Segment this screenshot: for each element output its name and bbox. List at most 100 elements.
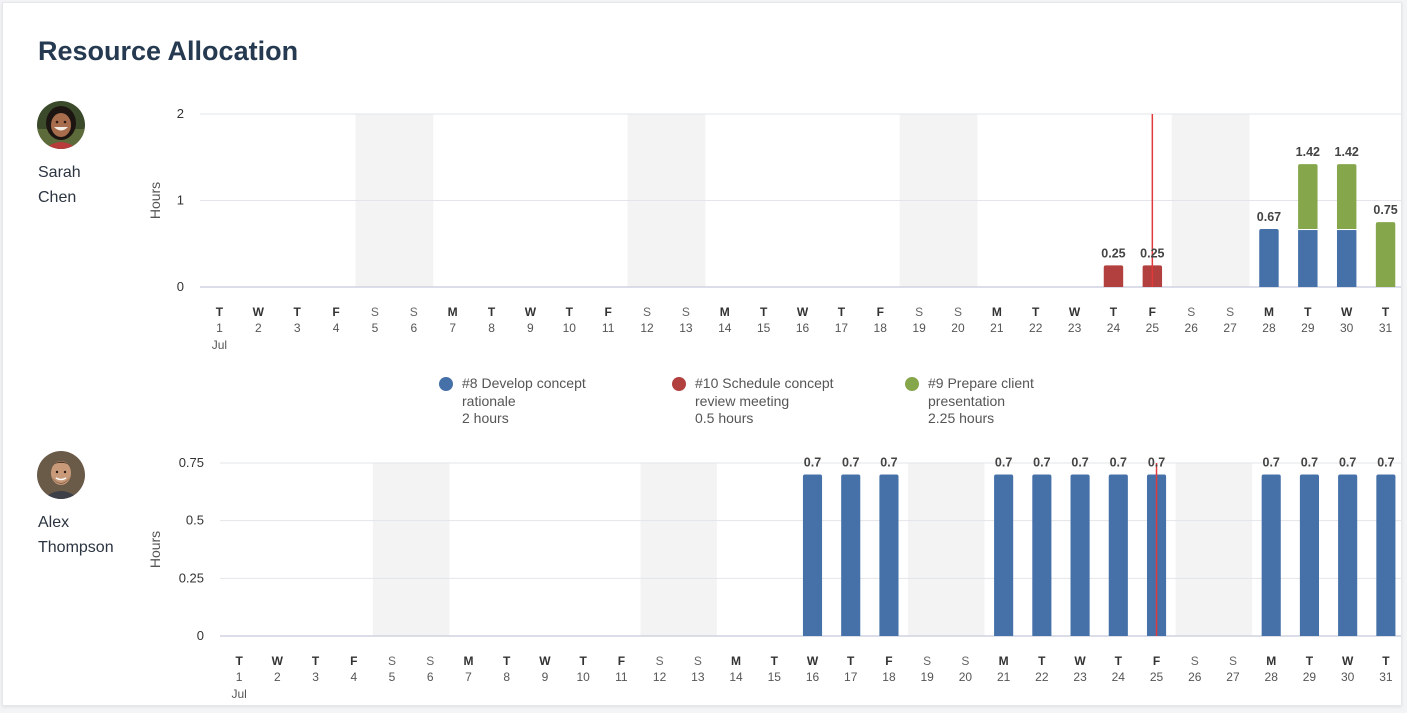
bar-total-label: 0.7 — [1301, 456, 1318, 470]
x-tick-day: 5 — [372, 321, 379, 335]
x-tick-day: 14 — [729, 670, 743, 684]
x-tick-day: 30 — [1340, 321, 1354, 335]
bar-total-label: 0.67 — [1257, 210, 1281, 224]
x-tick-weekday: S — [388, 654, 396, 668]
x-tick-weekday: M — [1264, 305, 1274, 319]
legend-swatch-green — [905, 377, 919, 391]
x-tick-weekday: W — [272, 654, 284, 668]
y-tick-label: 0 — [197, 628, 204, 643]
weekend-band — [908, 463, 985, 636]
weekend-band — [1175, 463, 1253, 636]
bar-total-label: 0.25 — [1101, 246, 1125, 260]
x-tick-weekday: W — [797, 305, 809, 319]
x-tick-weekday: T — [312, 654, 320, 668]
bar-total-label: 1.42 — [1335, 145, 1359, 159]
x-tick-day: 8 — [503, 670, 510, 684]
x-tick-weekday: T — [488, 305, 496, 319]
avatar-sarah-chen[interactable] — [37, 101, 85, 149]
bar-segment — [841, 474, 861, 636]
bar-total-label: 0.25 — [1140, 246, 1164, 260]
x-tick-weekday: W — [525, 305, 537, 319]
x-tick-day: 23 — [1073, 670, 1087, 684]
x-tick-weekday: T — [503, 654, 511, 668]
x-tick-day: 17 — [844, 670, 858, 684]
chart-alex-thompson: 0 0.25 0.5 0.75 Hours T 1 Jul W 2 T 3 F 4 S 5 S 6 M 7 T 8 W 9 T 1… — [147, 455, 1401, 701]
bar-segment — [994, 474, 1014, 636]
bar-total-label: 0.7 — [995, 456, 1012, 470]
x-tick-weekday: S — [426, 654, 434, 668]
x-tick-weekday: W — [1074, 654, 1086, 668]
legend-swatch-blue — [439, 377, 453, 391]
legend-hours: 2.25 hours — [928, 410, 995, 426]
x-tick-day: 15 — [768, 670, 782, 684]
x-tick-day: 6 — [427, 670, 434, 684]
bar-total-label: 0.75 — [1373, 203, 1397, 217]
bar-segment — [1336, 230, 1357, 287]
x-tick-day: 27 — [1223, 321, 1237, 335]
legend-label-line1: #8 Develop concept — [462, 375, 586, 391]
bar-total-label: 0.7 — [1377, 456, 1394, 470]
x-tick-weekday: F — [618, 654, 625, 668]
x-tick-weekday: S — [915, 305, 923, 319]
x-tick-weekday: M — [1266, 654, 1276, 668]
x-tick-day: 16 — [806, 670, 820, 684]
bar-segment — [802, 474, 823, 636]
avatar-woman-icon — [37, 101, 85, 149]
x-tick-day: 24 — [1112, 670, 1126, 684]
x-tick-day: 18 — [874, 321, 888, 335]
x-tick-day: 13 — [679, 321, 693, 335]
person-last-name: Thompson — [38, 539, 114, 556]
bar-segment — [1299, 474, 1319, 636]
x-tick-day: 21 — [990, 321, 1004, 335]
x-tick-weekday: T — [579, 654, 587, 668]
x-tick-day: 31 — [1379, 321, 1393, 335]
weekend-band — [640, 463, 717, 636]
person-name-alex-thompson[interactable]: Alex Thompson — [38, 510, 114, 560]
x-tick-weekday: W — [253, 305, 265, 319]
x-tick-weekday: F — [877, 305, 884, 319]
x-tick-day: 20 — [959, 670, 973, 684]
x-tick-day: 8 — [488, 321, 495, 335]
legend-hours: 0.5 hours — [695, 410, 754, 426]
bar-segment — [1336, 164, 1357, 230]
x-tick-day: 19 — [912, 321, 926, 335]
x-tick-weekday: S — [371, 305, 379, 319]
x-tick-weekday: T — [294, 305, 302, 319]
x-tick-day: 31 — [1379, 670, 1393, 684]
bar-total-label: 0.7 — [842, 456, 859, 470]
x-tick-day: 16 — [796, 321, 810, 335]
x-tick-weekday: T — [1038, 654, 1046, 668]
x-tick-weekday: T — [1382, 305, 1390, 319]
x-tick-day: 1 — [216, 321, 223, 335]
x-tick-day: 24 — [1107, 321, 1121, 335]
legend-swatch-red — [672, 377, 686, 391]
y-tick-label: 2 — [177, 106, 184, 121]
bar-total-label: 1.42 — [1296, 145, 1320, 159]
x-tick-weekday: F — [885, 654, 892, 668]
x-tick-weekday: T — [1306, 654, 1314, 668]
x-tick-day: 25 — [1146, 321, 1160, 335]
weekend-band — [372, 463, 450, 636]
x-tick-day: 3 — [312, 670, 319, 684]
x-tick-weekday: F — [1149, 305, 1156, 319]
x-tick-weekday: T — [1304, 305, 1312, 319]
avatar-alex-thompson[interactable] — [37, 451, 85, 499]
y-axis-label: Hours — [147, 182, 163, 219]
x-tick-weekday: T — [1382, 654, 1390, 668]
x-tick-weekday: M — [448, 305, 458, 319]
x-tick-weekday: S — [694, 654, 702, 668]
chart-sarah-chen: 012HoursT1JulW2T3F4S5S6M7T8W9T10F11S12S1… — [147, 106, 1401, 352]
bar-segment — [1070, 474, 1090, 636]
x-tick-day: 27 — [1226, 670, 1240, 684]
x-tick-day: 22 — [1029, 321, 1043, 335]
x-tick-day: 28 — [1262, 321, 1276, 335]
x-tick-day: 3 — [294, 321, 301, 335]
x-tick-day: 29 — [1301, 321, 1315, 335]
x-tick-day: 7 — [465, 670, 472, 684]
x-tick-day: 23 — [1068, 321, 1082, 335]
x-tick-weekday: S — [1187, 305, 1195, 319]
bar-segment — [1298, 230, 1318, 287]
person-name-sarah-chen[interactable]: Sarah Chen — [38, 160, 81, 210]
x-tick-weekday: S — [643, 305, 651, 319]
x-tick-weekday: W — [1069, 305, 1081, 319]
